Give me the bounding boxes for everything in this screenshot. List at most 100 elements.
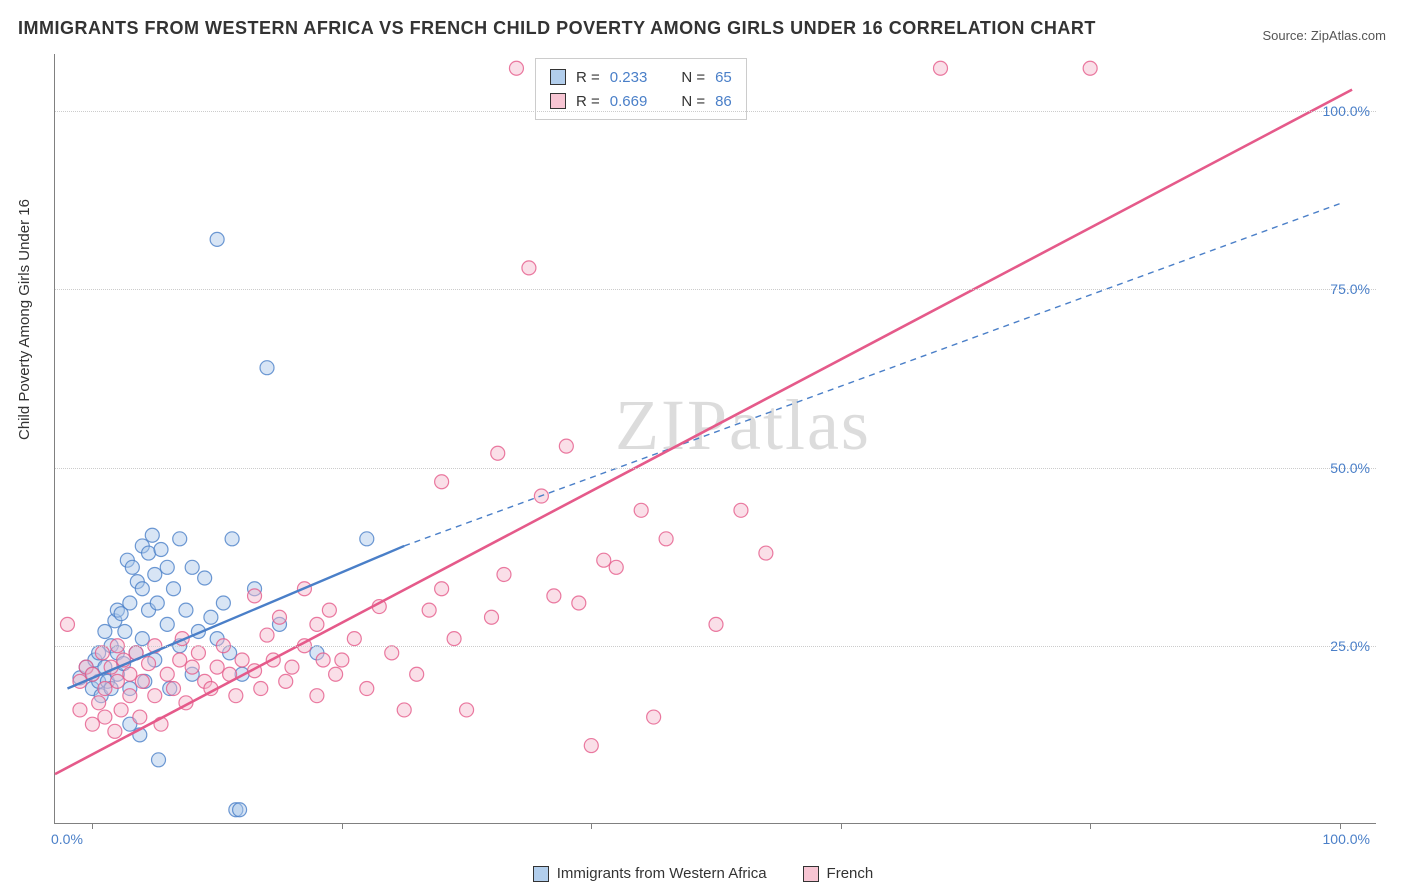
data-point (933, 61, 947, 75)
data-point (410, 667, 424, 681)
data-point (198, 571, 212, 585)
data-point (173, 653, 187, 667)
data-point (148, 689, 162, 703)
x-tick-min: 0.0% (51, 831, 83, 847)
data-point (422, 603, 436, 617)
legend-r-value-pink: 0.669 (610, 93, 648, 110)
data-point (485, 610, 499, 624)
data-point (118, 625, 132, 639)
data-point (98, 625, 112, 639)
legend-item-blue: Immigrants from Western Africa (533, 865, 767, 882)
data-point (572, 596, 586, 610)
plot-area: ZIPatlas R = 0.233 N = 65 R = 0.669 N = … (54, 54, 1376, 824)
data-point (229, 689, 243, 703)
x-tick-mark (1090, 823, 1091, 829)
data-point (634, 503, 648, 517)
data-point (310, 689, 324, 703)
data-point (152, 753, 166, 767)
data-point (114, 703, 128, 717)
y-tick-label: 100.0% (1323, 103, 1370, 119)
gridline (55, 289, 1376, 290)
data-point (210, 232, 224, 246)
data-point (148, 567, 162, 581)
data-point (210, 660, 224, 674)
x-tick-mark (1340, 823, 1341, 829)
data-point (133, 710, 147, 724)
data-point (335, 653, 349, 667)
data-point (216, 596, 230, 610)
legend-swatch-blue-icon (533, 866, 549, 882)
y-tick-label: 50.0% (1330, 460, 1370, 476)
data-point (160, 667, 174, 681)
data-point (609, 560, 623, 574)
data-point (385, 646, 399, 660)
data-point (360, 532, 374, 546)
data-point (597, 553, 611, 567)
legend-series: Immigrants from Western Africa French (0, 865, 1406, 882)
data-point (254, 682, 268, 696)
legend-n-label: N = (681, 69, 705, 86)
data-point (1083, 61, 1097, 75)
data-point (160, 560, 174, 574)
legend-n-value-pink: 86 (715, 93, 732, 110)
legend-swatch-blue (550, 69, 566, 85)
legend-swatch-pink (550, 93, 566, 109)
data-point (145, 528, 159, 542)
data-point (522, 261, 536, 275)
data-point (135, 582, 149, 596)
data-point (397, 703, 411, 717)
y-tick-label: 25.0% (1330, 638, 1370, 654)
data-point (142, 657, 156, 671)
data-point (272, 610, 286, 624)
legend-r-value-blue: 0.233 (610, 69, 648, 86)
data-point (125, 560, 139, 574)
data-point (329, 667, 343, 681)
legend-row-blue: R = 0.233 N = 65 (550, 65, 732, 89)
data-point (154, 543, 168, 557)
data-point (135, 674, 149, 688)
data-point (225, 532, 239, 546)
x-tick-max: 100.0% (1323, 831, 1370, 847)
plot-svg (55, 54, 1376, 823)
data-point (142, 546, 156, 560)
legend-r-label: R = (576, 69, 600, 86)
data-point (160, 617, 174, 631)
source-name: ZipAtlas.com (1311, 28, 1386, 43)
data-point (260, 628, 274, 642)
data-point (123, 596, 137, 610)
data-point (150, 596, 164, 610)
legend-swatch-pink-icon (803, 866, 819, 882)
data-point (98, 682, 112, 696)
data-point (204, 610, 218, 624)
data-point (659, 532, 673, 546)
data-point (491, 446, 505, 460)
data-point (759, 546, 773, 560)
data-point (166, 582, 180, 596)
data-point (191, 646, 205, 660)
data-point (279, 674, 293, 688)
data-point (497, 567, 511, 581)
data-point (235, 653, 249, 667)
source-label: Source: (1262, 28, 1310, 43)
gridline (55, 646, 1376, 647)
data-point (173, 532, 187, 546)
y-axis-label: Child Poverty Among Girls Under 16 (16, 199, 33, 440)
data-point (95, 646, 109, 660)
data-point (559, 439, 573, 453)
regression-line (55, 90, 1352, 774)
data-point (233, 803, 247, 817)
data-point (322, 603, 336, 617)
data-point (285, 660, 299, 674)
legend-r-label: R = (576, 93, 600, 110)
data-point (347, 632, 361, 646)
data-point (135, 632, 149, 646)
data-point (709, 617, 723, 631)
data-point (123, 667, 137, 681)
legend-row-pink: R = 0.669 N = 86 (550, 89, 732, 113)
data-point (85, 717, 99, 731)
data-point (185, 660, 199, 674)
data-point (110, 674, 124, 688)
legend-label-blue: Immigrants from Western Africa (557, 865, 767, 882)
data-point (460, 703, 474, 717)
data-point (248, 589, 262, 603)
